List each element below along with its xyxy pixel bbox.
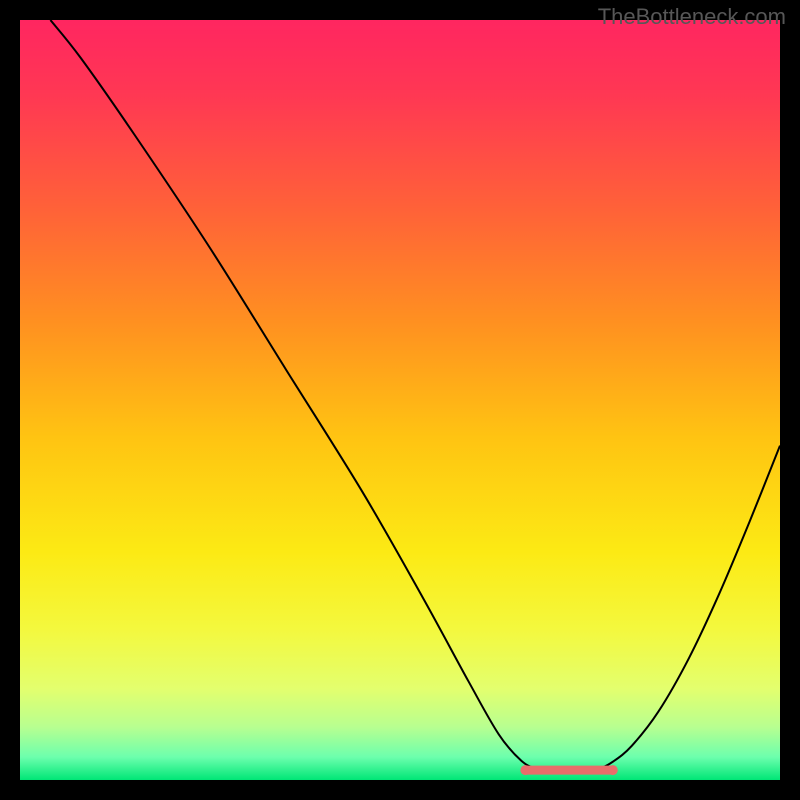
optimal-range-dot <box>520 765 530 775</box>
plot-area <box>20 20 780 780</box>
watermark-text: TheBottleneck.com <box>598 4 786 30</box>
bottleneck-curve <box>20 20 780 780</box>
performance-curve-line <box>50 20 780 772</box>
optimal-range-dot <box>608 765 618 775</box>
